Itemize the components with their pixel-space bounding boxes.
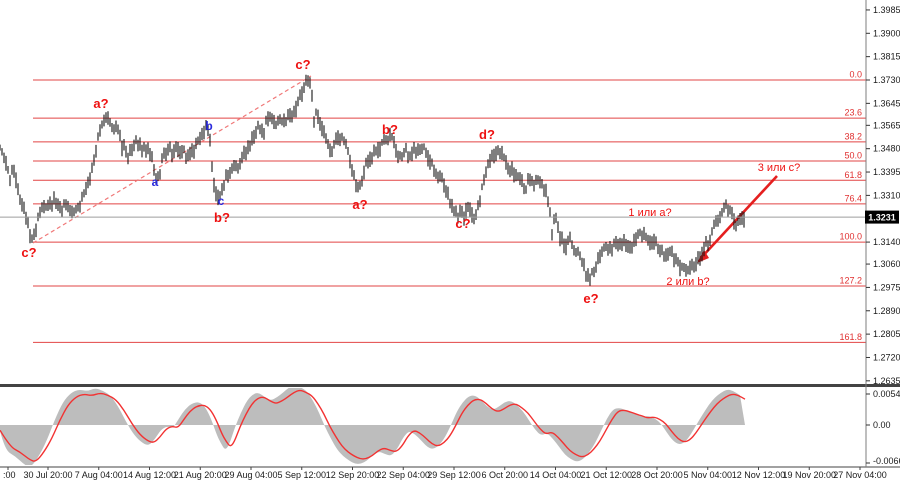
current-price-badge-box — [865, 210, 899, 224]
price-tick-label: 1.2720 — [873, 352, 900, 362]
oscillator-panel[interactable] — [0, 385, 746, 466]
wave-label-red: d? — [479, 127, 495, 142]
ohlc-bars — [0, 74, 745, 286]
date-label: 22 Sep 04:00 — [376, 470, 430, 480]
date-label: 29 Sep 12:00 — [427, 470, 481, 480]
osc-tick-label: 0.00 — [873, 420, 891, 430]
wave-label-red: c? — [295, 57, 310, 72]
date-label: 21 Oct 12:00 — [580, 470, 632, 480]
chart-frame-layer — [0, 0, 900, 468]
wave-label-red: a? — [352, 197, 367, 212]
price-tick-label: 1.3395 — [873, 167, 900, 177]
price-tick-label: 1.2635 — [873, 376, 900, 386]
date-label: 12 Nov 12:00 — [732, 470, 786, 480]
price-tick-label: 1.3730 — [873, 75, 900, 85]
wave-label-red: b? — [214, 210, 230, 225]
date-label: :00 — [3, 470, 16, 480]
date-label: 14 Oct 04:00 — [530, 470, 582, 480]
osc-tick-label: -0.00662 — [873, 456, 900, 466]
price-tick-label: 1.2890 — [873, 306, 900, 316]
date-label: 14 Aug 12:00 — [123, 470, 176, 480]
fib-level-label: 38.2 — [844, 131, 862, 141]
date-label: 29 Aug 04:00 — [224, 470, 277, 480]
oscillator-signal-line — [0, 389, 746, 462]
fib-level-label: 50.0 — [844, 151, 862, 161]
date-label: 5 Sep 12:00 — [277, 470, 326, 480]
price-tick-label: 1.3645 — [873, 98, 900, 108]
price-tick-label: 1.3985 — [873, 5, 900, 15]
wave-label-blue: c — [218, 194, 225, 208]
date-label: 21 Aug 20:00 — [174, 470, 227, 480]
wave-label-red: c? — [455, 216, 470, 231]
price-tick-label: 1.3815 — [873, 52, 900, 62]
date-label: 12 Sep 20:00 — [326, 470, 380, 480]
osc-tick-label: 0.0054 — [873, 389, 900, 399]
price-axis[interactable]: 0.0 23.6 38.2 50.0 61.8 76.4 100.0 127.2 161.8 1.… — [839, 5, 900, 466]
fibonacci-lines-layer[interactable] — [33, 79, 866, 343]
date-label: 5 Nov 04:00 — [683, 470, 732, 480]
fib-level-label: 100.0 — [839, 232, 862, 242]
price-tick-label: 1.3060 — [873, 259, 900, 269]
wave-scenario-label: 2 или b? — [666, 276, 709, 288]
current-price-badge-value: 1.3231 — [868, 213, 896, 223]
fib-level-label: 161.8 — [839, 332, 862, 342]
date-label: 19 Nov 20:00 — [782, 470, 836, 480]
time-axis[interactable]: :00 30 Jul 20:00 7 Aug 04:00 14 Aug 12:0021… — [3, 467, 887, 480]
current-price-badge: 1.3231 — [865, 210, 899, 224]
fib-level-label: 0.0 — [849, 70, 862, 80]
wave-label-red: a? — [93, 96, 108, 111]
panel-divider[interactable] — [0, 384, 900, 387]
wave-annotations-layer: a? c? b? d? a? c? c? b? e? a b c 1 или a? 2 или b? 3 и… — [21, 57, 800, 306]
price-tick-label: 1.3140 — [873, 237, 900, 247]
date-label: 27 Nov 04:00 — [833, 470, 887, 480]
price-tick-label: 1.3480 — [873, 144, 900, 154]
fib-level-label: 76.4 — [844, 193, 862, 203]
price-tick-label: 1.3310 — [873, 190, 900, 200]
price-tick-label: 1.2975 — [873, 282, 900, 292]
price-tick-label: 1.2805 — [873, 329, 900, 339]
wave-label-red: c? — [21, 245, 36, 260]
price-bars-layer — [0, 74, 745, 286]
fib-level-label: 23.6 — [844, 108, 862, 118]
date-label: 7 Aug 04:00 — [75, 470, 123, 480]
wave-scenario-label: 3 или с? — [758, 162, 801, 174]
price-tick-label: 1.3900 — [873, 28, 900, 38]
wave-label-red: b? — [382, 122, 398, 137]
fib-level-label: 61.8 — [844, 170, 862, 180]
wave-label-blue: a — [152, 175, 159, 189]
date-label: 28 Oct 20:00 — [631, 470, 683, 480]
fib-level-label: 127.2 — [839, 276, 862, 286]
wave-label-blue: b — [205, 119, 212, 133]
wave-scenario-label: 1 или a? — [628, 207, 671, 219]
wave-label-red: e? — [583, 291, 598, 306]
date-label: 6 Oct 20:00 — [481, 470, 528, 480]
price-tick-label: 1.3565 — [873, 120, 900, 130]
date-label: 30 Jul 20:00 — [23, 470, 72, 480]
trendlines-layer[interactable] — [32, 75, 778, 263]
oscillator-histogram — [0, 388, 745, 465]
